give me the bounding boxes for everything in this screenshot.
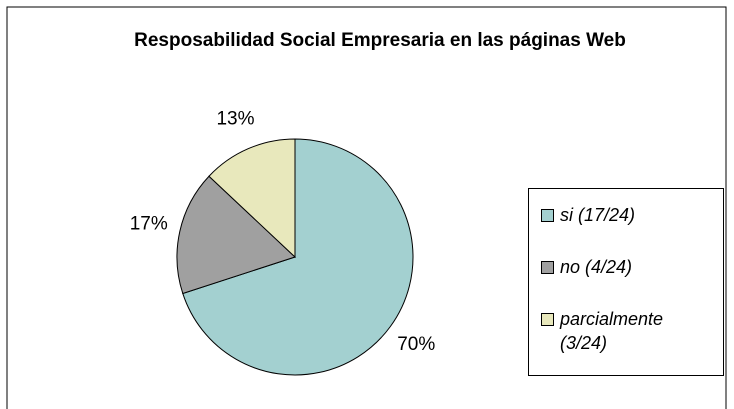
legend-label: no (4/24) xyxy=(560,257,633,277)
legend-swatch xyxy=(541,209,554,222)
legend-item: parcialmente (3/24) xyxy=(541,307,717,355)
pie-slice xyxy=(182,138,414,376)
data-label: 13% xyxy=(216,108,254,129)
legend: si (17/24) no (4/24) parcialmente (3/24) xyxy=(528,188,724,376)
legend-swatch xyxy=(541,261,554,274)
pie-slice xyxy=(176,175,296,295)
legend-item: no (4/24) xyxy=(541,255,717,279)
pie-slice xyxy=(208,138,296,259)
chart-border xyxy=(6,6,727,409)
legend-item: si (17/24) xyxy=(541,203,717,227)
data-label: 17% xyxy=(130,213,168,234)
legend-label: si (17/24) xyxy=(560,205,636,225)
chart-title: Resposabilidad Social Empresaria en las … xyxy=(134,30,626,51)
data-label: 70% xyxy=(397,334,435,355)
legend-label: parcialmente (3/24) xyxy=(560,309,664,353)
legend-swatch xyxy=(541,313,554,326)
